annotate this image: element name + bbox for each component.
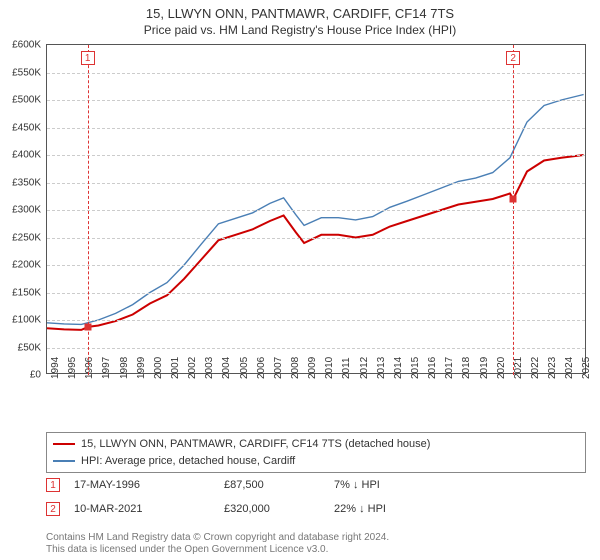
x-tick-label: 1997 (101, 357, 112, 379)
legend-swatch-hpi (53, 460, 75, 462)
x-tick-label: 2013 (376, 357, 387, 379)
legend-label-hpi: HPI: Average price, detached house, Card… (81, 453, 295, 470)
legend-row-hpi: HPI: Average price, detached house, Card… (53, 453, 579, 470)
legend: 15, LLWYN ONN, PANTMAWR, CARDIFF, CF14 7… (46, 432, 586, 473)
y-tick-label: £300K (1, 205, 41, 216)
x-tick-label: 1999 (136, 357, 147, 379)
y-tick-label: £350K (1, 177, 41, 188)
x-tick-label: 2022 (530, 357, 541, 379)
y-tick-label: £400K (1, 150, 41, 161)
x-tick-label: 2005 (239, 357, 250, 379)
x-tick-label: 2017 (444, 357, 455, 379)
y-gridline (47, 183, 585, 184)
x-tick-label: 2015 (410, 357, 421, 379)
sale-marker-2: 2 (46, 502, 60, 516)
y-gridline (47, 320, 585, 321)
sale-date-2: 10-MAR-2021 (74, 503, 224, 515)
x-tick-label: 2023 (547, 357, 558, 379)
y-tick-label: £50K (1, 342, 41, 353)
sale-date-1: 17-MAY-1996 (74, 479, 224, 491)
legend-swatch-property (53, 443, 75, 445)
sale-diff-2: 22% ↓ HPI (334, 503, 474, 515)
marker-box-1: 1 (81, 51, 95, 65)
sale-row-2: 2 10-MAR-2021 £320,000 22% ↓ HPI (46, 502, 586, 516)
x-tick-label: 2018 (461, 357, 472, 379)
x-tick-label: 2020 (496, 357, 507, 379)
footer-line1: Contains HM Land Registry data © Crown c… (46, 532, 586, 544)
y-tick-label: £450K (1, 122, 41, 133)
y-tick-label: £600K (1, 40, 41, 51)
y-gridline (47, 293, 585, 294)
x-tick-label: 1996 (84, 357, 95, 379)
sale-diff-1: 7% ↓ HPI (334, 479, 474, 491)
x-tick-label: 2024 (564, 357, 575, 379)
x-tick-label: 2019 (479, 357, 490, 379)
series-property (47, 155, 584, 330)
x-tick-label: 2021 (513, 357, 524, 379)
y-tick-label: £550K (1, 67, 41, 78)
title-address: 15, LLWYN ONN, PANTMAWR, CARDIFF, CF14 7… (0, 6, 600, 21)
x-tick-label: 2025 (581, 357, 592, 379)
chart: £0£50K£100K£150K£200K£250K£300K£350K£400… (46, 44, 586, 394)
x-tick-label: 2002 (187, 357, 198, 379)
titles: 15, LLWYN ONN, PANTMAWR, CARDIFF, CF14 7… (0, 0, 600, 37)
x-tick-label: 1994 (50, 357, 61, 379)
marker-box-2: 2 (506, 51, 520, 65)
x-tick-label: 2000 (153, 357, 164, 379)
y-gridline (47, 100, 585, 101)
y-tick-label: £200K (1, 260, 41, 271)
marker-dot-2 (510, 196, 517, 203)
sale-row-1: 1 17-MAY-1996 £87,500 7% ↓ HPI (46, 478, 586, 492)
x-tick-label: 2010 (324, 357, 335, 379)
sale-marker-1: 1 (46, 478, 60, 492)
sale-price-1: £87,500 (224, 479, 334, 491)
x-tick-label: 2011 (341, 357, 352, 379)
y-gridline (47, 128, 585, 129)
title-subtitle: Price paid vs. HM Land Registry's House … (0, 23, 600, 37)
legend-label-property: 15, LLWYN ONN, PANTMAWR, CARDIFF, CF14 7… (81, 436, 430, 453)
y-gridline (47, 348, 585, 349)
y-tick-label: £250K (1, 232, 41, 243)
y-gridline (47, 238, 585, 239)
x-tick-label: 2008 (290, 357, 301, 379)
y-gridline (47, 155, 585, 156)
y-gridline (47, 265, 585, 266)
x-tick-label: 2016 (427, 357, 438, 379)
chart-container: 15, LLWYN ONN, PANTMAWR, CARDIFF, CF14 7… (0, 0, 600, 560)
x-tick-label: 1995 (67, 357, 78, 379)
plot-area: £0£50K£100K£150K£200K£250K£300K£350K£400… (46, 44, 586, 374)
marker-dot-1 (84, 323, 91, 330)
footer: Contains HM Land Registry data © Crown c… (46, 532, 586, 556)
x-tick-label: 2009 (307, 357, 318, 379)
y-gridline (47, 210, 585, 211)
x-tick-label: 2007 (273, 357, 284, 379)
y-tick-label: £100K (1, 315, 41, 326)
sale-price-2: £320,000 (224, 503, 334, 515)
x-tick-label: 2001 (170, 357, 181, 379)
y-gridline (47, 73, 585, 74)
footer-line2: This data is licensed under the Open Gov… (46, 544, 586, 556)
x-tick-label: 1998 (119, 357, 130, 379)
marker-line-2 (513, 45, 514, 375)
x-tick-label: 2003 (204, 357, 215, 379)
x-tick-label: 2012 (359, 357, 370, 379)
y-tick-label: £150K (1, 287, 41, 298)
y-tick-label: £500K (1, 95, 41, 106)
x-tick-label: 2004 (221, 357, 232, 379)
y-tick-label: £0 (1, 370, 41, 381)
x-tick-label: 2014 (393, 357, 404, 379)
x-tick-label: 2006 (256, 357, 267, 379)
legend-row-property: 15, LLWYN ONN, PANTMAWR, CARDIFF, CF14 7… (53, 436, 579, 453)
